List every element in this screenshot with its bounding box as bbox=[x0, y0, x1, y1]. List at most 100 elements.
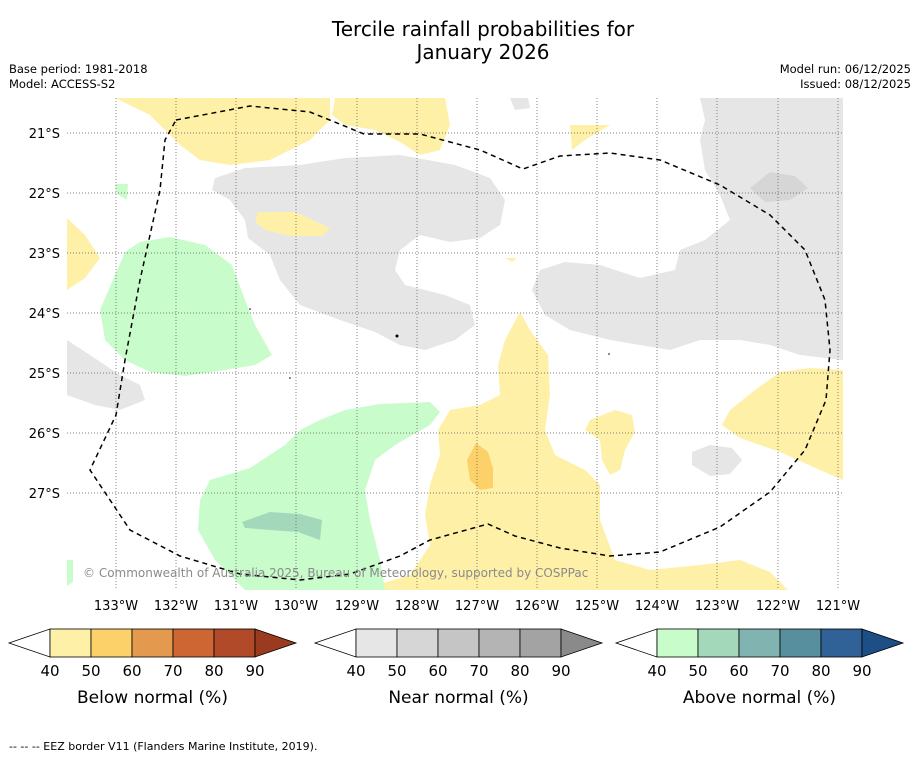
colorbar-tick-label: 90 bbox=[551, 662, 570, 680]
colorbar-tick-label: 50 bbox=[387, 662, 406, 680]
lon-label: 123°W bbox=[695, 599, 739, 614]
chart-title: Tercile rainfall probabilities for Janua… bbox=[0, 18, 919, 64]
above-normal-area-west bbox=[100, 237, 272, 376]
lon-label: 122°W bbox=[756, 599, 800, 614]
issued-date: Issued: 08/12/2025 bbox=[800, 77, 911, 91]
footnote: -- -- -- EEZ border V11 (Flanders Marine… bbox=[9, 740, 318, 753]
title-line-1: Tercile rainfall probabilities for bbox=[331, 17, 635, 41]
colorbar-segment bbox=[131, 628, 174, 658]
colorbar-segment bbox=[656, 628, 699, 658]
colorbar-segment bbox=[437, 628, 480, 658]
colorbar-segment bbox=[49, 628, 92, 658]
colorbar-tick-label: 40 bbox=[647, 662, 666, 680]
below-normal-area-west bbox=[67, 218, 100, 290]
colorbar-extend-high bbox=[560, 628, 604, 658]
colorbar-label: Below normal (%) bbox=[77, 688, 228, 708]
above-normal-area-nw bbox=[115, 184, 128, 200]
colorbar-tick-label: 90 bbox=[852, 662, 871, 680]
near-normal-area-dark bbox=[750, 172, 808, 202]
colorbar-segment bbox=[820, 628, 863, 658]
lat-label: 22°S bbox=[29, 187, 60, 202]
below-normal-area-north bbox=[115, 98, 330, 165]
colorbar-segment bbox=[172, 628, 215, 658]
eez-border bbox=[89, 105, 831, 581]
colorbar-tick-label: 60 bbox=[729, 662, 748, 680]
colorbar-extend-high bbox=[254, 628, 298, 658]
lat-label: 23°S bbox=[29, 247, 60, 262]
lat-axis-labels: 21°S 22°S 23°S 24°S 25°S 26°S 27°S bbox=[29, 127, 60, 502]
lon-label: 128°W bbox=[395, 599, 439, 614]
near-normal-area-east bbox=[532, 98, 843, 360]
colorbar-label: Near normal (%) bbox=[388, 688, 528, 708]
lat-label: 24°S bbox=[29, 307, 60, 322]
colorbar-extend-low bbox=[614, 628, 658, 658]
lon-label: 125°W bbox=[575, 599, 619, 614]
lon-label: 133°W bbox=[94, 599, 138, 614]
below-normal-area-speck bbox=[505, 258, 517, 262]
colorbar-segment bbox=[90, 628, 133, 658]
colorbar-tick-label: 80 bbox=[811, 662, 830, 680]
colorbar-segment bbox=[355, 628, 398, 658]
colorbar-tick-label: 90 bbox=[245, 662, 264, 680]
meta-left: Base period: 1981-2018 Model: ACCESS-S2 bbox=[9, 62, 148, 92]
colorbar-extend-high bbox=[861, 628, 905, 658]
colorbar-extend-low bbox=[7, 628, 51, 658]
colorbar-2: 40 50 60 70 80 90 Above normal (%) bbox=[614, 628, 905, 708]
below-normal-area-small1 bbox=[255, 212, 330, 236]
colorbar-tick-label: 50 bbox=[81, 662, 100, 680]
colorbar-tick-label: 50 bbox=[688, 662, 707, 680]
below-normal-area-east bbox=[722, 368, 843, 480]
colorbar-tick-label: 60 bbox=[122, 662, 141, 680]
below-normal-area-south bbox=[360, 312, 788, 590]
colorbar-label: Above normal (%) bbox=[683, 688, 836, 708]
lat-label: 21°S bbox=[29, 127, 60, 142]
colorbars: 40 50 60 70 80 90 Below normal (%) 40 50 60 70 80 90… bbox=[7, 628, 905, 708]
above-normal-area-dark bbox=[242, 512, 322, 540]
colorbar-tick-label: 40 bbox=[346, 662, 365, 680]
meta-right: Model run: 06/12/2025 Issued: 08/12/2025 bbox=[780, 62, 911, 92]
lon-gridlines bbox=[115, 98, 839, 590]
lat-label: 26°S bbox=[29, 427, 60, 442]
model-name: Model: ACCESS-S2 bbox=[9, 77, 116, 91]
colorbar-segment bbox=[396, 628, 439, 658]
colorbar-extend-low bbox=[313, 628, 357, 658]
lon-label: 126°W bbox=[515, 599, 559, 614]
above-normal-area-south bbox=[198, 402, 440, 590]
near-normal-area bbox=[212, 155, 505, 350]
colorbar-tick-label: 80 bbox=[510, 662, 529, 680]
below-normal-area-small2 bbox=[570, 125, 610, 150]
near-normal-area-small bbox=[692, 445, 742, 476]
near-normal-area-west bbox=[67, 340, 145, 410]
lon-axis-labels: 133°W 132°W 131°W 130°W 129°W 128°W 127°… bbox=[94, 599, 860, 614]
title-line-2: January 2026 bbox=[416, 40, 550, 64]
lon-label: 129°W bbox=[335, 599, 379, 614]
below-normal-area-southeast bbox=[585, 410, 635, 475]
lat-label: 27°S bbox=[29, 487, 60, 502]
island-markers bbox=[249, 308, 610, 379]
base-period: Base period: 1981-2018 bbox=[9, 62, 148, 76]
lat-gridlines bbox=[67, 132, 843, 494]
colorbar-1: 40 50 60 70 80 90 Near normal (%) bbox=[313, 628, 604, 708]
colorbar-tick-label: 70 bbox=[770, 662, 789, 680]
near-normal-area-top bbox=[510, 98, 530, 110]
colorbar-0: 40 50 60 70 80 90 Below normal (%) bbox=[7, 628, 298, 708]
colorbar-tick-label: 70 bbox=[469, 662, 488, 680]
colorbar-segment bbox=[697, 628, 740, 658]
lon-label: 132°W bbox=[154, 599, 198, 614]
below-normal-area-core bbox=[467, 443, 493, 490]
lon-label: 127°W bbox=[455, 599, 499, 614]
colorbar-tick-label: 60 bbox=[428, 662, 447, 680]
lat-label: 25°S bbox=[29, 367, 60, 382]
lon-label: 130°W bbox=[274, 599, 318, 614]
above-normal-area-sw bbox=[67, 560, 73, 586]
colorbar-tick-label: 40 bbox=[40, 662, 59, 680]
colorbar-tick-label: 70 bbox=[163, 662, 182, 680]
model-run: Model run: 06/12/2025 bbox=[779, 62, 911, 76]
below-normal-area-north2 bbox=[332, 98, 450, 155]
colorbar-tick-label: 80 bbox=[204, 662, 223, 680]
copyright-text: © Commonwealth of Australia 2025, Bureau… bbox=[83, 566, 588, 580]
colorbar-segment bbox=[519, 628, 562, 658]
colorbar-segment bbox=[213, 628, 256, 658]
lon-label: 131°W bbox=[214, 599, 258, 614]
